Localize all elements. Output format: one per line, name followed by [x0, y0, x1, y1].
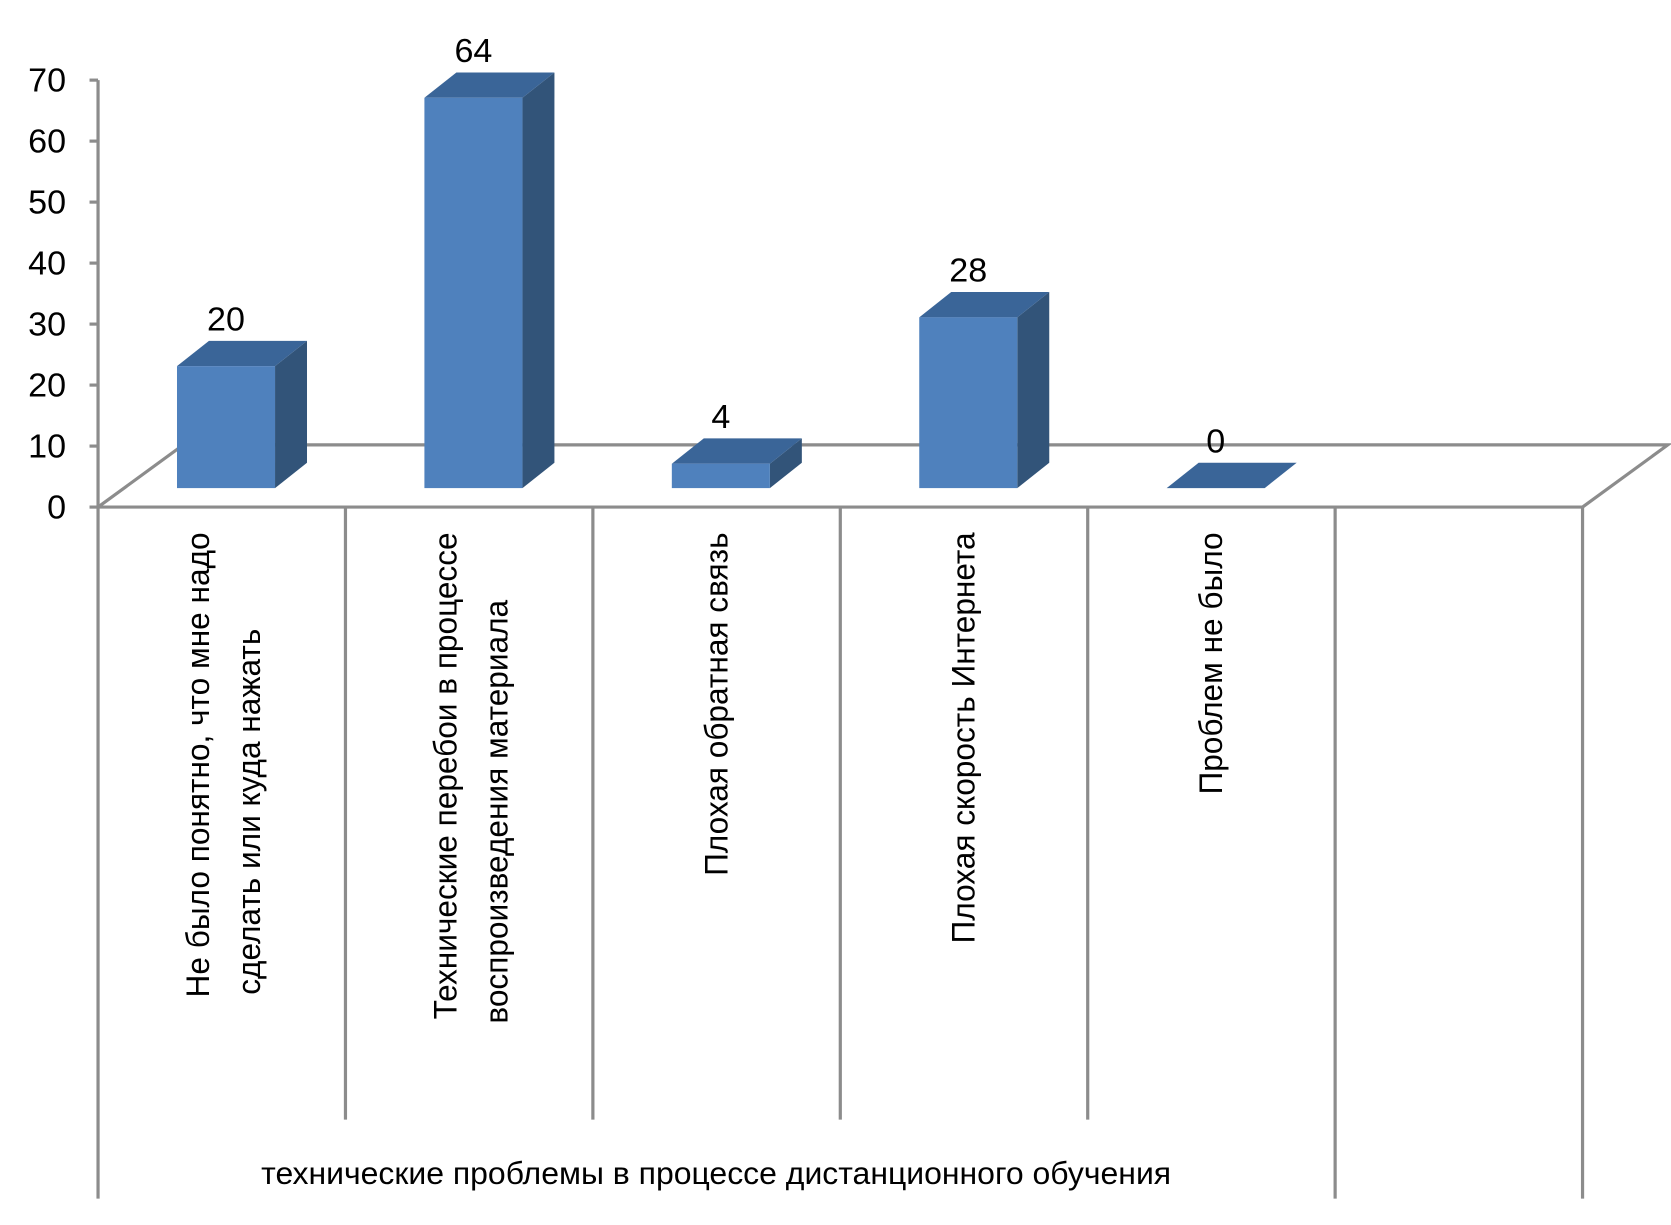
y-tick-label: 60 [28, 123, 66, 161]
y-tick-label: 40 [28, 245, 66, 283]
category-label-line: Плохая обратная связь [698, 532, 734, 876]
chart-floor [97, 443, 1671, 509]
bar: 20 [176, 300, 308, 489]
category-label-line: Технические перебои в процессе [427, 532, 463, 1019]
category-label: Плохая обратная связь [698, 532, 734, 876]
bars: 20 64 4 28 0 [176, 32, 1297, 489]
bar: 28 [919, 252, 1050, 489]
bar: 0 [1166, 422, 1297, 489]
category-label: Проблем не было [1193, 532, 1229, 794]
category-label-line: Плохая скорость Интернета [946, 532, 982, 943]
bar-top [919, 292, 1050, 318]
bar-front [424, 97, 523, 489]
bar-side [522, 72, 555, 489]
bar-front [176, 366, 276, 489]
data-label: 64 [454, 32, 492, 70]
category-label: Плохая скорость Интернета [946, 532, 982, 943]
y-tick-label: 30 [28, 306, 66, 344]
data-label: 20 [207, 300, 245, 338]
bar-top [1166, 462, 1297, 489]
category-label-line: Не было понятно, что мне надо [180, 532, 216, 997]
bar-side [1017, 292, 1050, 489]
bar-top [424, 72, 555, 98]
y-tick-label: 10 [28, 428, 66, 466]
data-label: 4 [711, 398, 730, 436]
bar-top [671, 438, 802, 464]
y-tick-label: 0 [47, 489, 66, 527]
y-axis: 0 10 20 30 40 50 60 70 [28, 62, 100, 527]
bar-front [919, 317, 1018, 489]
category-label-line: воспроизведения материала [478, 600, 514, 1024]
floor-back-edge [97, 443, 1671, 509]
category-axis: Не было понятно, что мне надо сделать или… [96, 505, 1585, 1199]
category-label: Не было понятно, что мне надо сделать или… [180, 532, 267, 997]
y-tick-label: 70 [28, 62, 66, 100]
category-label-line: Проблем не было [1193, 532, 1229, 794]
bar-side [275, 340, 308, 489]
bar: 4 [671, 398, 802, 489]
x-axis-title: технические проблемы в процессе дистанци… [261, 1155, 1171, 1191]
data-label: 28 [949, 252, 987, 290]
category-label: Технические перебои в процессе воспроизве… [427, 532, 514, 1023]
bar-top [176, 340, 308, 367]
bar: 64 [424, 32, 555, 489]
data-label: 0 [1206, 422, 1225, 460]
y-tick-label: 50 [28, 184, 66, 222]
bar-front [671, 463, 770, 489]
y-tick-label: 20 [28, 367, 66, 405]
bar-side [769, 438, 802, 489]
category-label-line: сделать или куда нажать [231, 629, 267, 995]
